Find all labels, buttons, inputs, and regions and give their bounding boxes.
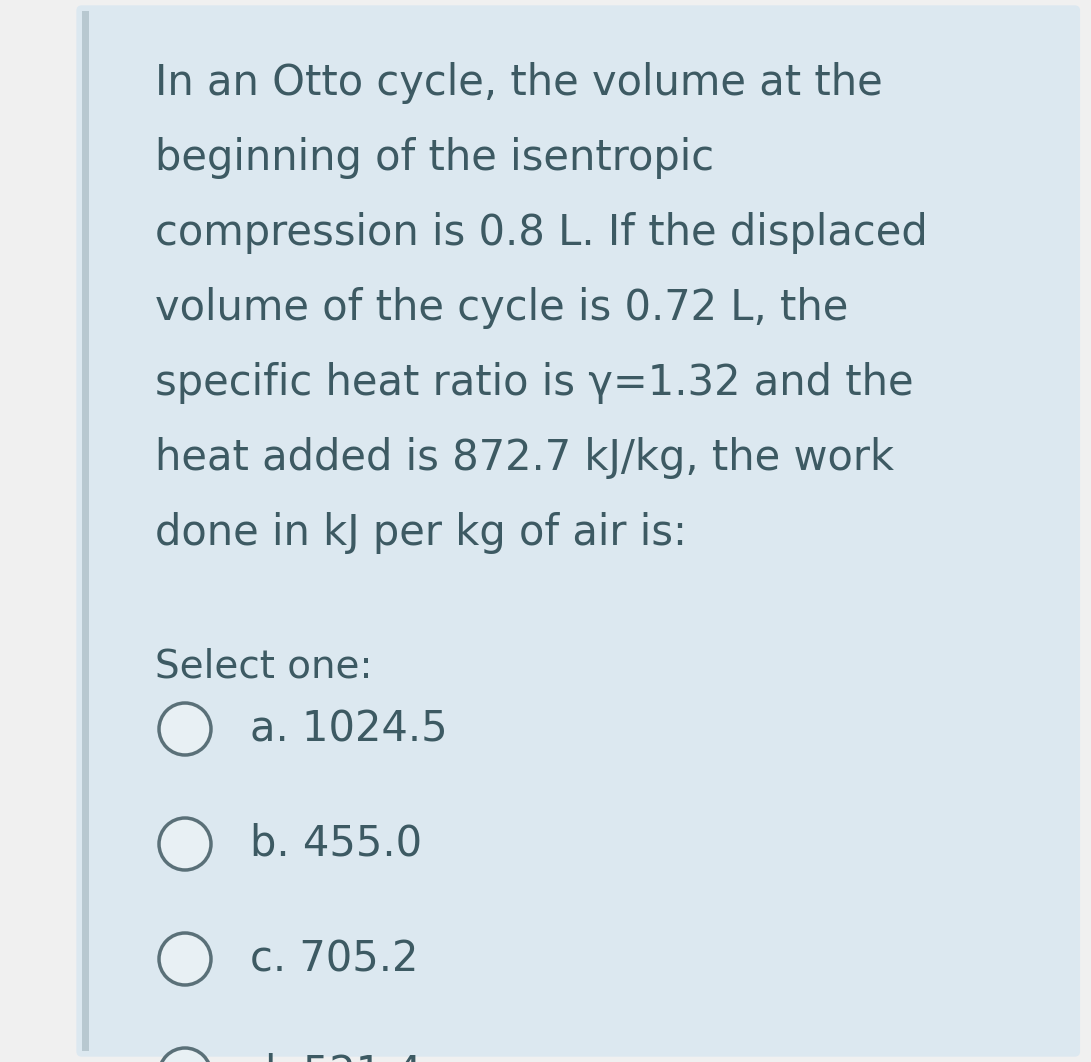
Circle shape [159,703,211,755]
Circle shape [159,818,211,870]
Text: volume of the cycle is 0.72 L, the: volume of the cycle is 0.72 L, the [155,287,849,329]
Text: specific heat ratio is γ=1.32 and the: specific heat ratio is γ=1.32 and the [155,362,913,404]
Text: b. 455.0: b. 455.0 [250,823,422,866]
Text: beginning of the isentropic: beginning of the isentropic [155,137,715,179]
Text: c. 705.2: c. 705.2 [250,938,418,980]
Text: In an Otto cycle, the volume at the: In an Otto cycle, the volume at the [155,62,883,104]
Text: d. 521.4: d. 521.4 [250,1054,422,1062]
Circle shape [159,1048,211,1062]
Text: compression is 0.8 L. If the displaced: compression is 0.8 L. If the displaced [155,212,927,254]
Text: heat added is 872.7 kJ/kg, the work: heat added is 872.7 kJ/kg, the work [155,436,895,479]
Text: Select one:: Select one: [155,647,372,685]
Circle shape [159,933,211,984]
Text: done in kJ per kg of air is:: done in kJ per kg of air is: [155,512,687,554]
Text: a. 1024.5: a. 1024.5 [250,708,447,750]
